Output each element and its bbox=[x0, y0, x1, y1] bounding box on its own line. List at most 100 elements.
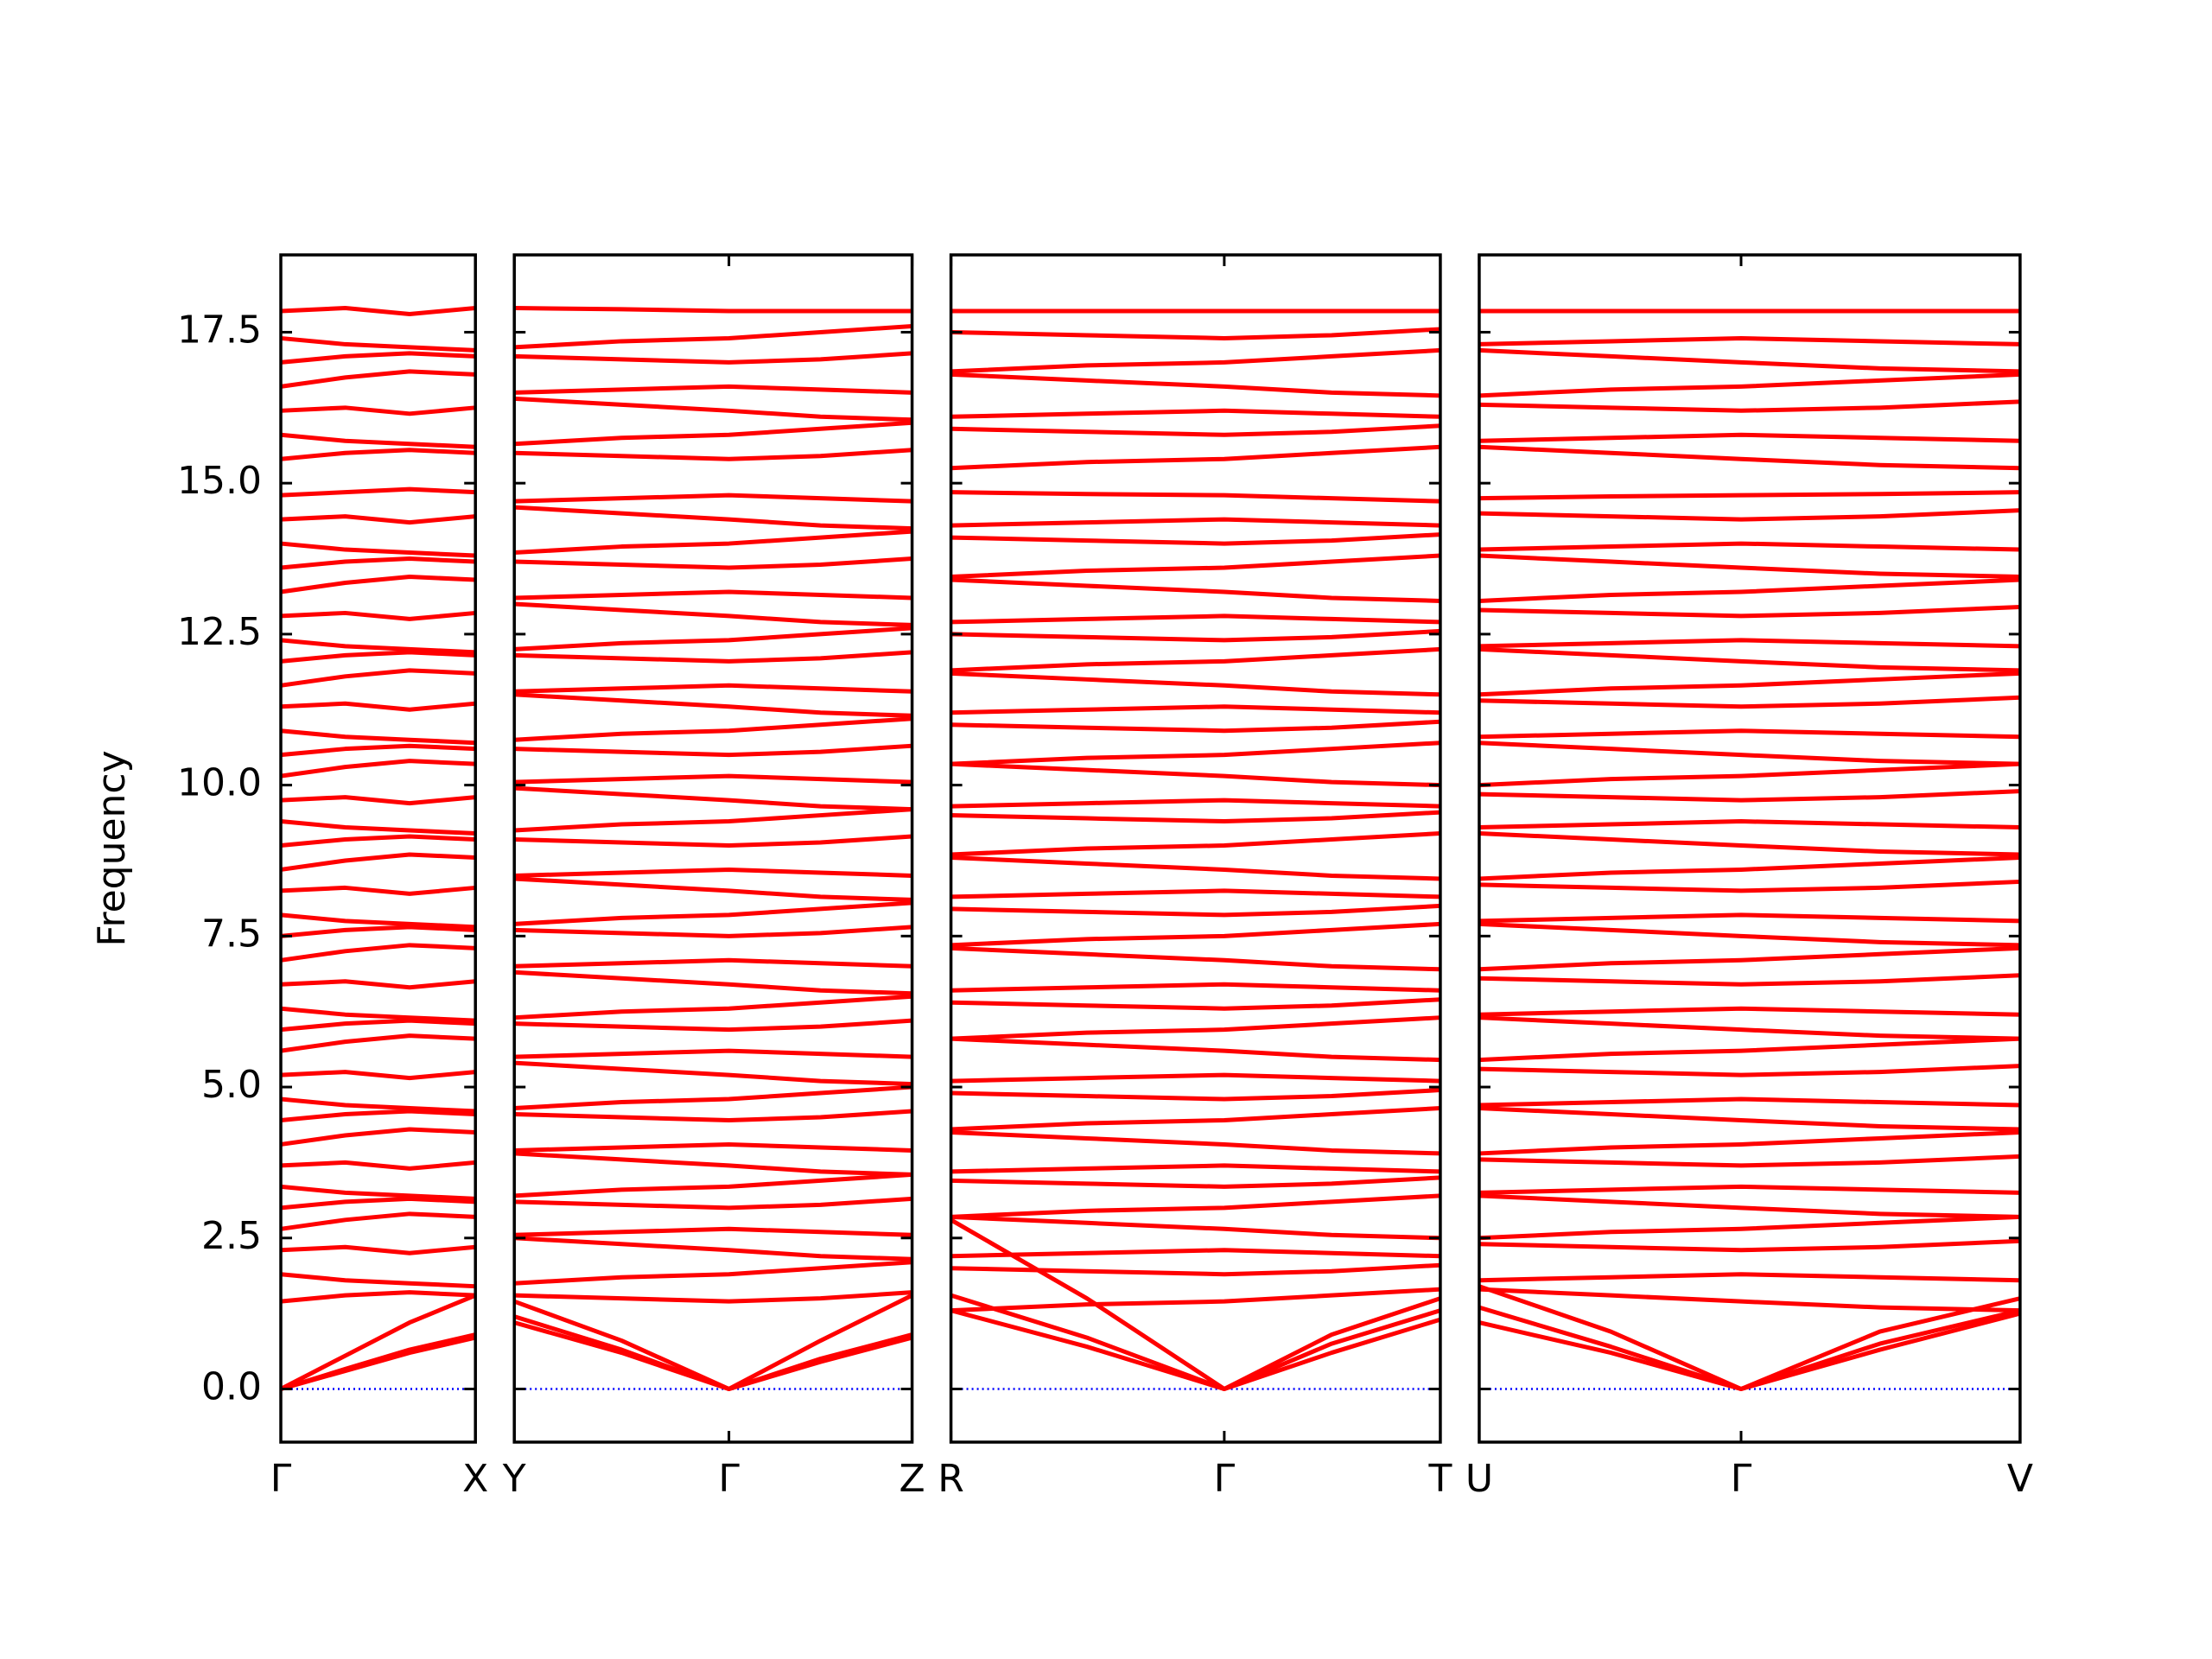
band-line bbox=[950, 408, 1441, 419]
band-line bbox=[513, 1320, 913, 1391]
band-line bbox=[514, 505, 912, 531]
band-line bbox=[514, 773, 912, 785]
band-line bbox=[1478, 1284, 2021, 1391]
band-line bbox=[1478, 1238, 2021, 1253]
band-line bbox=[280, 335, 476, 353]
band-line bbox=[514, 743, 912, 758]
band-line bbox=[950, 628, 1441, 643]
band-line bbox=[1478, 819, 2020, 830]
band-line bbox=[950, 982, 1441, 993]
band-line bbox=[1478, 444, 2020, 471]
band-line bbox=[1478, 1064, 2021, 1077]
band-line bbox=[280, 650, 476, 664]
band-line bbox=[280, 1033, 476, 1053]
band-line bbox=[1478, 1272, 2020, 1283]
band-line bbox=[514, 1226, 912, 1237]
band-line bbox=[950, 1262, 1441, 1277]
band-line bbox=[280, 556, 476, 570]
band-line bbox=[514, 448, 912, 461]
band-line bbox=[1478, 945, 2021, 972]
band-line bbox=[514, 1018, 912, 1033]
y-tick-label: 10.0 bbox=[177, 761, 262, 805]
band-line bbox=[280, 351, 476, 365]
x-tick-label: V bbox=[2007, 1457, 2033, 1501]
band-line bbox=[280, 1018, 476, 1033]
band-line bbox=[950, 903, 1441, 918]
band-line bbox=[1478, 508, 2021, 522]
band-line bbox=[280, 852, 476, 872]
x-tick-label: Z bbox=[899, 1457, 925, 1501]
band-line bbox=[950, 327, 1441, 340]
band-line bbox=[279, 1293, 477, 1391]
band-line bbox=[950, 1072, 1441, 1084]
band-line bbox=[280, 1070, 476, 1081]
band-line bbox=[1478, 1106, 2020, 1132]
band-line bbox=[514, 683, 912, 694]
band-line bbox=[514, 589, 912, 601]
band-line bbox=[514, 556, 912, 570]
band-line bbox=[280, 1332, 476, 1391]
band-line bbox=[514, 834, 912, 849]
y-tick-label: 15.0 bbox=[177, 459, 262, 503]
x-tick-label: T bbox=[1427, 1457, 1452, 1501]
axes-frame bbox=[279, 253, 477, 1444]
band-line bbox=[1478, 490, 2020, 501]
band-line bbox=[950, 888, 1441, 899]
band-line bbox=[514, 529, 912, 556]
band-line bbox=[950, 997, 1441, 1011]
band-line bbox=[1478, 432, 2020, 443]
band-line bbox=[280, 979, 476, 990]
band-line bbox=[1478, 671, 2021, 697]
band-line bbox=[1478, 646, 2020, 673]
band-line bbox=[280, 448, 476, 461]
band-line bbox=[514, 876, 912, 902]
band-line bbox=[514, 1236, 912, 1262]
band-line bbox=[1478, 921, 2020, 948]
band-line bbox=[950, 1129, 1441, 1156]
band-line bbox=[950, 741, 1441, 766]
band-line bbox=[514, 1260, 912, 1286]
band-line bbox=[514, 716, 912, 742]
band-line bbox=[280, 1160, 476, 1171]
band-line bbox=[1478, 831, 2020, 857]
band-line bbox=[514, 1084, 912, 1111]
band-line bbox=[514, 601, 912, 627]
band-line bbox=[950, 921, 1441, 948]
band-line bbox=[280, 759, 476, 779]
band-line bbox=[950, 1193, 1441, 1219]
band-line bbox=[1478, 577, 2021, 603]
band-line bbox=[1478, 1184, 2020, 1195]
band-line bbox=[514, 384, 912, 395]
band-line bbox=[950, 704, 1441, 715]
band-line bbox=[280, 885, 476, 896]
band-line bbox=[514, 420, 912, 447]
band-line bbox=[950, 1106, 1441, 1132]
band-line bbox=[950, 532, 1441, 546]
y-tick-label: 2.5 bbox=[201, 1214, 262, 1258]
band-line bbox=[950, 1036, 1441, 1063]
band-line bbox=[950, 798, 1441, 809]
band-line bbox=[1478, 1006, 2020, 1017]
y-tick-label: 0.0 bbox=[201, 1364, 262, 1408]
band-line bbox=[280, 638, 476, 655]
band-line bbox=[280, 925, 476, 938]
band-line bbox=[280, 1211, 476, 1231]
axes-frame bbox=[949, 253, 1442, 1444]
band-line bbox=[1478, 1311, 2021, 1391]
band-line bbox=[280, 728, 476, 746]
band-line bbox=[950, 1088, 1441, 1102]
band-line bbox=[514, 1172, 912, 1198]
band-line bbox=[514, 1109, 912, 1122]
band-line bbox=[514, 626, 912, 652]
band-line bbox=[950, 945, 1441, 972]
y-tick-label: 5.0 bbox=[201, 1063, 262, 1107]
band-line bbox=[280, 1006, 476, 1023]
band-line bbox=[1478, 855, 2021, 881]
band-line bbox=[280, 1244, 476, 1255]
band-line bbox=[280, 1196, 476, 1211]
band-line bbox=[280, 405, 476, 416]
band-line bbox=[950, 1214, 1441, 1241]
band-line bbox=[950, 577, 1441, 603]
band-line bbox=[1478, 1036, 2021, 1063]
